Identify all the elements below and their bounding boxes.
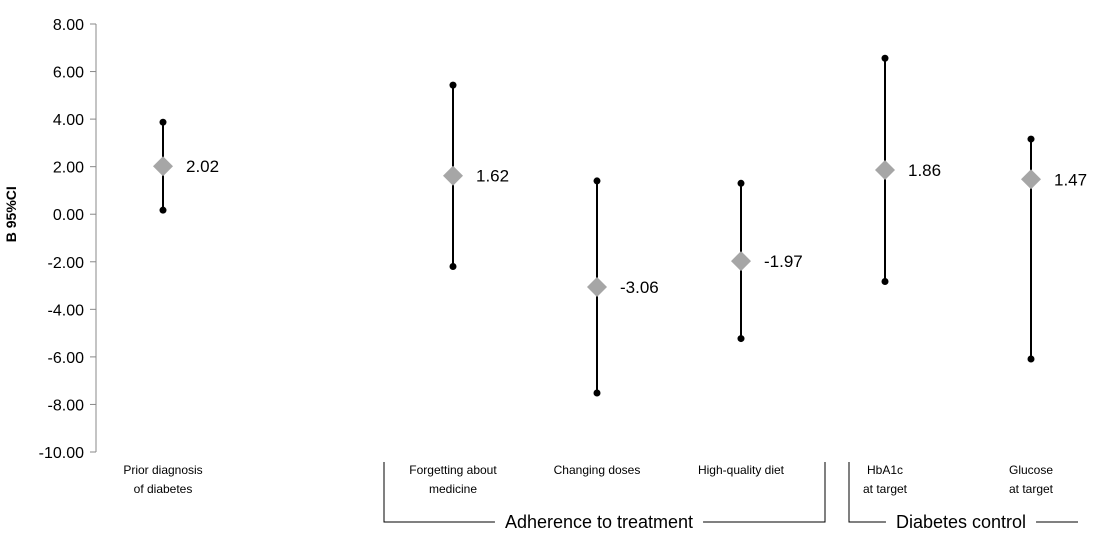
ci-upper-dot — [1027, 135, 1035, 143]
category-label: Prior diagnosis — [123, 463, 202, 477]
estimate-label: 2.02 — [186, 157, 219, 176]
ci-lower-dot — [737, 335, 745, 343]
y-tick-label: 0.00 — [53, 207, 84, 224]
category-label: of diabetes — [134, 482, 193, 496]
y-tick-label: 4.00 — [53, 112, 84, 129]
category-label: at target — [1009, 482, 1054, 496]
y-tick-label: -8.00 — [48, 397, 85, 414]
estimate-marker — [587, 276, 607, 297]
category-label: HbA1c — [867, 463, 903, 477]
data-points: 2.02 Prior diagnosis of diabetes 1.62 Forget… — [123, 54, 1087, 496]
ci-lower-dot — [1027, 355, 1035, 363]
category-label: medicine — [429, 482, 477, 496]
ci-lower-dot — [593, 389, 601, 397]
bracket-left — [383, 462, 495, 523]
point-group: 1.47 Glucose at target — [1009, 135, 1087, 496]
estimate-marker — [731, 251, 751, 272]
ci-upper-dot — [593, 177, 601, 185]
ci-upper-dot — [159, 118, 167, 126]
estimate-label: -1.97 — [764, 252, 803, 271]
estimate-label: -3.06 — [620, 278, 659, 297]
y-tick-label: 8.00 — [53, 17, 84, 34]
ci-lower-dot — [159, 206, 167, 214]
bracket-left — [848, 462, 886, 523]
ci-upper-dot — [737, 179, 745, 187]
category-label: at target — [863, 482, 908, 496]
group-bracket: Adherence to treatment — [383, 462, 826, 532]
category-groups: Adherence to treatment Diabetes control — [383, 462, 1078, 532]
y-tick-label: -4.00 — [48, 302, 85, 319]
y-axis-title: B 95%CI — [3, 186, 19, 242]
ci-lower-dot — [881, 278, 889, 286]
category-label: Glucose — [1009, 463, 1053, 477]
y-tick-label: 6.00 — [53, 65, 84, 82]
estimate-label: 1.62 — [476, 167, 509, 186]
point-group: -1.97 High-quality diet — [698, 179, 803, 477]
estimate-marker — [1021, 169, 1041, 190]
y-tick-label: -2.00 — [48, 255, 85, 272]
point-group: 1.86 HbA1c at target — [863, 54, 941, 496]
point-group: -3.06 Changing doses — [554, 177, 659, 477]
category-label: Changing doses — [554, 463, 641, 477]
estimate-label: 1.47 — [1054, 170, 1087, 189]
group-label: Adherence to treatment — [505, 512, 693, 532]
group-label: Diabetes control — [896, 512, 1026, 532]
point-group: 1.62 Forgetting about medicine — [409, 81, 509, 496]
estimate-marker — [875, 159, 895, 180]
y-axis-ticks: 8.00 6.00 4.00 2.00 0.00 -2.00 -4.00 -6.00 -8.00… — [39, 17, 96, 462]
ci-upper-dot — [449, 81, 457, 89]
estimate-marker — [153, 156, 173, 177]
estimate-label: 1.86 — [908, 161, 941, 180]
bracket-right — [703, 462, 826, 523]
category-label: Forgetting about — [409, 463, 497, 477]
point-group: 2.02 Prior diagnosis of diabetes — [123, 118, 219, 496]
y-tick-label: 2.00 — [53, 160, 84, 177]
category-label: High-quality diet — [698, 463, 785, 477]
group-bracket: Diabetes control — [848, 462, 1078, 532]
ci-lower-dot — [449, 263, 457, 271]
y-tick-label: -6.00 — [48, 350, 85, 367]
y-tick-label: -10.00 — [39, 445, 84, 462]
estimate-marker — [443, 165, 463, 186]
ci-upper-dot — [881, 54, 889, 62]
